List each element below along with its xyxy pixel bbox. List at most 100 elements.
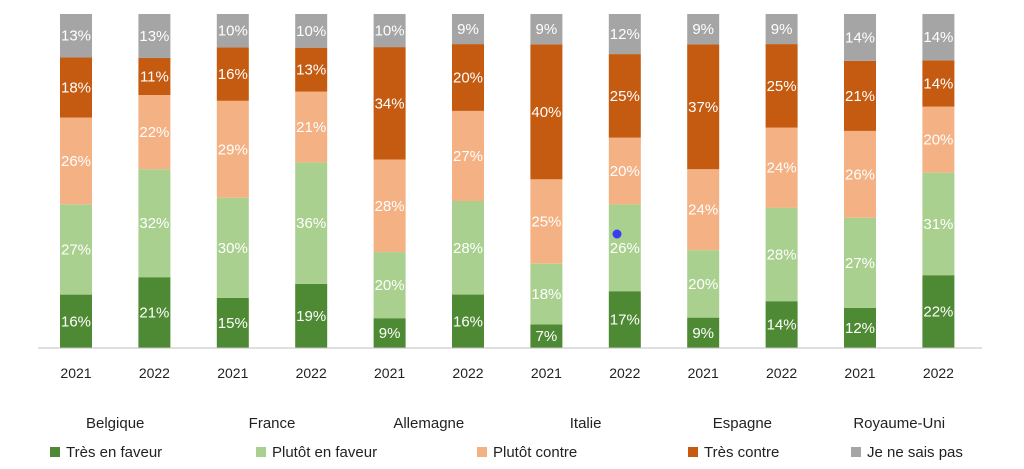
bar-segment-je-ne-sais-pas — [138, 14, 171, 58]
x-tick-label: 2022 — [139, 365, 170, 381]
bar-segment-je-ne-sais-pas — [608, 14, 641, 55]
data-label: 34% — [375, 95, 405, 112]
bar-segment-plutot-en-faveur — [765, 207, 798, 302]
bar-segment-tres-en-faveur — [216, 297, 249, 348]
bar-segment-tres-en-faveur — [138, 277, 171, 348]
bar-segment-tres-contre — [608, 54, 641, 138]
data-label: 15% — [218, 315, 248, 332]
data-label: 20% — [923, 132, 953, 149]
x-tick-label: 2022 — [609, 365, 640, 381]
bar-segment-tres-contre — [922, 60, 955, 107]
data-label: 14% — [845, 29, 875, 46]
bar-segment-plutot-en-faveur — [295, 162, 328, 284]
legend-label: Très contre — [704, 444, 779, 461]
group-label: Italie — [570, 415, 602, 432]
x-tick-label: 2021 — [844, 365, 875, 381]
bar-segment-plutot-contre — [216, 100, 249, 198]
data-label: 9% — [692, 21, 714, 38]
bar-segment-plutot-contre — [608, 137, 641, 205]
data-label: 24% — [688, 202, 718, 219]
data-label: 22% — [139, 124, 169, 141]
group-labels: Belgique France Allemagne Italie Espagne Roya… — [86, 415, 945, 432]
data-label: 10% — [375, 23, 405, 40]
legend-label: Plutôt en faveur — [272, 444, 377, 461]
data-label: 22% — [923, 304, 953, 321]
x-tick-label: 2021 — [60, 365, 91, 381]
bar-segment-plutot-contre — [844, 130, 876, 218]
bars-layer: 16% 27% 26% 18% 13% 21% 32% 22% 11% 13% 15% 30% 29% 1… — [60, 14, 955, 348]
data-label: 10% — [218, 23, 248, 40]
data-label: 14% — [767, 317, 797, 334]
data-label: 27% — [61, 242, 91, 259]
data-label: 12% — [610, 26, 640, 43]
legend-swatch-plutot-en-faveur — [256, 447, 266, 457]
bar-segment-plutot-en-faveur — [844, 217, 876, 308]
bar-segment-plutot-en-faveur — [60, 204, 92, 295]
bar-segment-tres-en-faveur — [452, 294, 484, 348]
bar-segment-tres-en-faveur — [60, 294, 92, 348]
data-label: 18% — [61, 80, 91, 97]
bar-segment-je-ne-sais-pas — [922, 14, 955, 61]
x-tick-label: 2022 — [766, 365, 797, 381]
bar-segment-tres-en-faveur — [922, 275, 955, 348]
bar-segment-tres-en-faveur — [687, 317, 720, 348]
data-label: 28% — [375, 198, 405, 215]
group-label: Allemagne — [393, 415, 464, 432]
data-label: 9% — [379, 325, 401, 342]
legend-swatch-je-ne-sais-pas — [851, 447, 861, 457]
bar-segment-plutot-contre — [295, 91, 328, 163]
bar-segment-tres-contre — [295, 47, 328, 92]
legend-label: Très en faveur — [66, 444, 162, 461]
data-label: 27% — [453, 148, 483, 165]
bar-segment-tres-contre — [687, 44, 720, 170]
data-label: 13% — [296, 62, 326, 79]
bar-segment-je-ne-sais-pas — [530, 14, 563, 45]
data-label: 20% — [688, 276, 718, 293]
data-label: 9% — [536, 21, 558, 38]
x-tick-label: 2022 — [923, 365, 954, 381]
group-label: Belgique — [86, 415, 144, 432]
data-label: 28% — [767, 247, 797, 264]
data-label: 14% — [923, 29, 953, 46]
data-label: 31% — [923, 216, 953, 233]
data-label: 21% — [139, 305, 169, 322]
data-label: 12% — [845, 320, 875, 337]
data-label: 30% — [218, 240, 248, 257]
bar-segment-tres-en-faveur — [608, 291, 641, 348]
data-label: 9% — [692, 325, 714, 342]
data-label: 11% — [140, 68, 169, 85]
data-label: 7% — [536, 328, 558, 345]
legend: Très en faveur Plutôt en faveur Plutôt con… — [50, 444, 963, 461]
data-label: 36% — [296, 215, 326, 232]
data-label: 24% — [767, 160, 797, 177]
data-label: 21% — [296, 119, 326, 136]
legend-label: Plutôt contre — [493, 444, 577, 461]
bar-segment-plutot-en-faveur — [373, 252, 406, 319]
bar-segment-plutot-contre — [138, 95, 171, 170]
data-label: 37% — [688, 99, 718, 116]
group-label: France — [249, 415, 296, 432]
bar-segment-tres-en-faveur — [530, 324, 563, 348]
tick-labels: 2021 2022 2021 2022 2021 2022 2021 2022 2021 2022… — [60, 365, 954, 381]
bar-segment-je-ne-sais-pas — [295, 14, 328, 48]
bar-segment-tres-contre — [765, 44, 798, 128]
data-label: 26% — [610, 240, 640, 257]
data-label: 16% — [453, 313, 483, 330]
data-label: 19% — [296, 308, 326, 325]
bar-segment-plutot-en-faveur — [138, 169, 171, 278]
data-label: 20% — [375, 277, 405, 294]
bar-segment-plutot-en-faveur — [687, 250, 720, 318]
x-tick-label: 2022 — [452, 365, 483, 381]
data-label: 20% — [453, 70, 483, 87]
bar-segment-tres-contre — [373, 47, 406, 160]
bar-segment-plutot-en-faveur — [216, 197, 249, 298]
bar-segment-plutot-contre — [765, 127, 798, 208]
data-label: 21% — [845, 88, 875, 105]
bar-segment-je-ne-sais-pas — [216, 14, 249, 48]
bar-segment-tres-en-faveur — [765, 301, 798, 348]
data-label: 9% — [771, 21, 793, 38]
bar-segment-tres-en-faveur — [844, 307, 876, 348]
data-label: 20% — [610, 163, 640, 180]
bar-segment-tres-contre — [530, 44, 563, 180]
bar-segment-plutot-en-faveur — [922, 172, 955, 276]
